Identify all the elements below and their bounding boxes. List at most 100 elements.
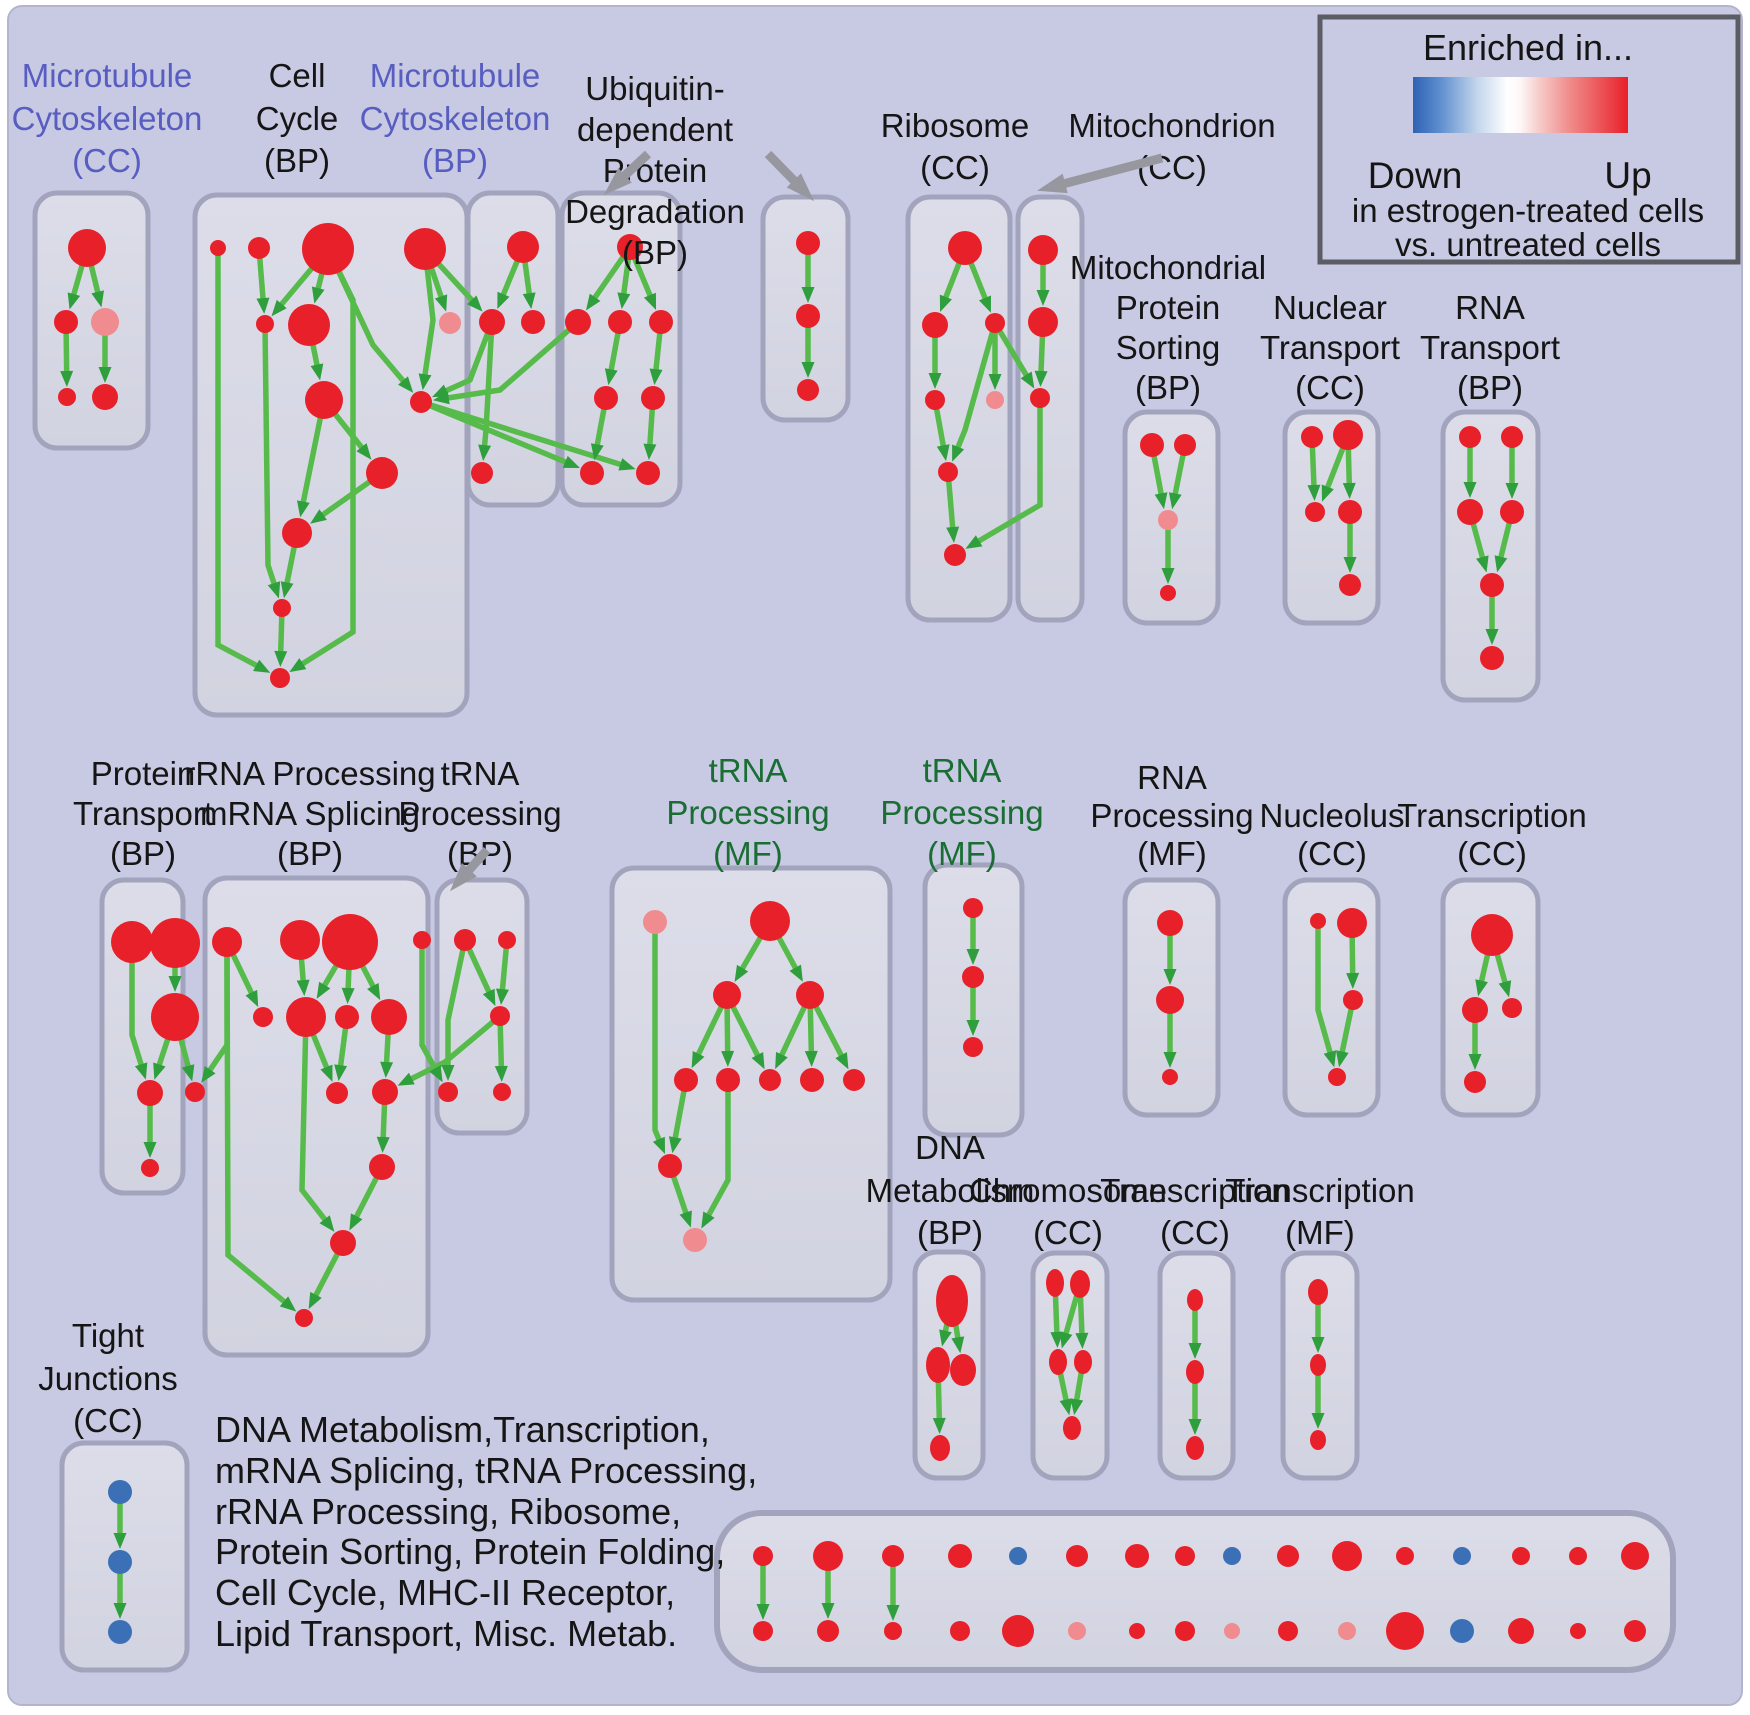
nucleolus-cc-node [1310,913,1326,929]
mixed-panel-node-top [813,1541,843,1571]
tight-junctions-cc-node [108,1480,132,1504]
mixed-panel-node-bottom [1068,1622,1086,1640]
relation-edge [325,247,414,393]
nucleolus-cc-node [1337,908,1367,938]
transcription-cc-upper-label: Transcription (CC) [1397,797,1587,872]
protein-transport-bp-node [137,1080,163,1106]
rrna-processing-mrna-splicing-bp-node [372,1079,398,1105]
legend-box [1317,14,1741,265]
dna-metabolism-bp-label: DNA Metabolism (BP) [866,1129,1035,1251]
legend-gradient-bar [1413,77,1628,133]
mitochondrial-protein-sorting-bp-node [1158,510,1178,530]
transcription-cc-upper-node [1471,914,1513,956]
tight-junctions-cc-node [108,1550,132,1574]
transcription-cc-lower-node [1186,1360,1204,1384]
chromosome-cc-node [1049,1349,1067,1375]
transcription-cc-lower-label: Transcription (CC) [1100,1172,1290,1251]
trna-processing-mf-small-label: tRNA Processing (MF) [880,752,1043,872]
mixed-panel-node-bottom [884,1622,902,1640]
mixed-terms-panel-box [714,1510,1676,1673]
rrna-processing-mrna-splicing-bp-node [335,1005,359,1029]
trna-processing-mf-small-node [963,898,983,918]
trna-processing-bp-node [493,1083,511,1101]
transcription-cc-lower-node [1187,1289,1203,1311]
mitochondrion-cc-node [1028,235,1058,265]
trna-processing-bp-node [498,931,516,949]
ubiquitin-dependent-protein-degradation-bp-node [641,386,665,410]
ubiquitin-chain-box-node [797,379,819,401]
microtubule-cytoskeleton-cc-label: Microtubule Cytoskeleton (CC) [12,57,203,179]
relation-edge [129,942,148,1080]
relation-edge [441,939,468,1081]
mixed-panel-node-top [1621,1542,1649,1570]
mitochondrion-cc-box [1015,194,1085,623]
dna-metabolism-bp-node [926,1347,950,1383]
trna-processing-mf-large-node [759,1069,781,1091]
rna-transport-bp-node [1501,426,1523,448]
cell-cycle-bp-node [404,228,446,270]
relation-edge [418,248,436,391]
mixed-panel-node-top [948,1544,972,1568]
ribosome-cc-label: Ribosome (CC) [881,107,1030,186]
relation-edge [215,248,271,673]
microtubule-cytoskeleton-cc-node [91,308,119,336]
legend-subtitle-1: in estrogen-treated cells [1352,192,1704,229]
ubiquitin-dependent-protein-degradation-bp-node [565,309,591,335]
rna-processing-mf-label: RNA Processing (MF) [1090,759,1253,872]
relation-edge [1315,921,1337,1068]
mixed-panel-node-bottom [817,1620,839,1642]
trna-processing-mf-large-node [716,1068,740,1092]
mitochondrion-cc-node [1028,307,1058,337]
microtubule-cytoskeleton-bp-node [479,309,505,335]
mitochondrial-protein-sorting-bp-node [1160,585,1176,601]
nucleolus-cc-label: Nucleolus (CC) [1260,797,1405,872]
rna-transport-bp-node [1480,573,1504,597]
mitochondrion-cc-label: Mitochondrion (CC) [1068,107,1275,186]
cell-cycle-bp-node [210,240,226,256]
relation-edge [419,940,443,1083]
protein-transport-bp-label: Protein Transport (BP) [73,755,213,872]
microtubule-cytoskeleton-cc-node [68,229,106,267]
microtubule-cytoskeleton-bp-box [465,190,561,508]
mixed-panel-node-top [1223,1547,1241,1565]
microtubule-cytoskeleton-bp-node [471,462,493,484]
ribosome-cc-node [938,462,958,482]
dna-metabolism-bp-node [936,1275,968,1327]
mixed-panel-node-bottom [1386,1612,1424,1650]
ubiquitin-dependent-protein-degradation-bp-node [608,310,632,334]
trna-processing-mf-large-node [643,910,667,934]
rrna-processing-mrna-splicing-bp-node [369,1154,395,1180]
rna-transport-bp-label: RNA Transport (BP) [1420,289,1560,406]
chromosome-cc-box [1030,1250,1110,1481]
rna-transport-bp-node [1480,646,1504,670]
mixed-panel-node-top [1396,1547,1414,1565]
cell-cycle-bp-node [273,599,291,617]
label-pointer-arrow [764,150,815,202]
rrna-processing-mrna-splicing-bp-node [253,1007,273,1027]
mitochondrial-protein-sorting-bp-node [1174,434,1196,456]
ubiquitin-dependent-protein-degradation-bp-node [649,310,673,334]
trna-processing-bp-node [490,1006,510,1026]
mixed-panel-node-top [1569,1547,1587,1565]
mitochondrial-protein-sorting-bp-node [1140,433,1164,457]
ribosome-cc-node [925,390,945,410]
cell-cycle-bp-node [439,312,461,334]
trna-processing-mf-large-node [658,1154,682,1178]
transcription-mf-node [1310,1354,1326,1376]
ubiquitin-chain-box-node [796,304,820,328]
trna-processing-mf-large-node [683,1228,707,1252]
legend-down-label: Down [1368,155,1463,196]
nuclear-transport-cc-label: Nuclear Transport (CC) [1260,289,1400,406]
transcription-cc-upper-box [1440,877,1541,1118]
transcription-mf-label: Transcription (MF) [1225,1172,1415,1251]
cell-cycle-bp-node [256,315,274,333]
rrna-processing-mrna-splicing-bp-node [322,914,378,970]
trna-processing-bp-node [454,929,476,951]
mixed-panel-node-top [1277,1545,1299,1567]
protein-transport-bp-node [111,921,153,963]
mixed-panel-node-bottom [1175,1621,1195,1641]
microtubule-cytoskeleton-bp-node [507,231,539,263]
dna-metabolism-bp-node [950,1354,976,1386]
mixed-panel-node-bottom [1508,1618,1534,1644]
